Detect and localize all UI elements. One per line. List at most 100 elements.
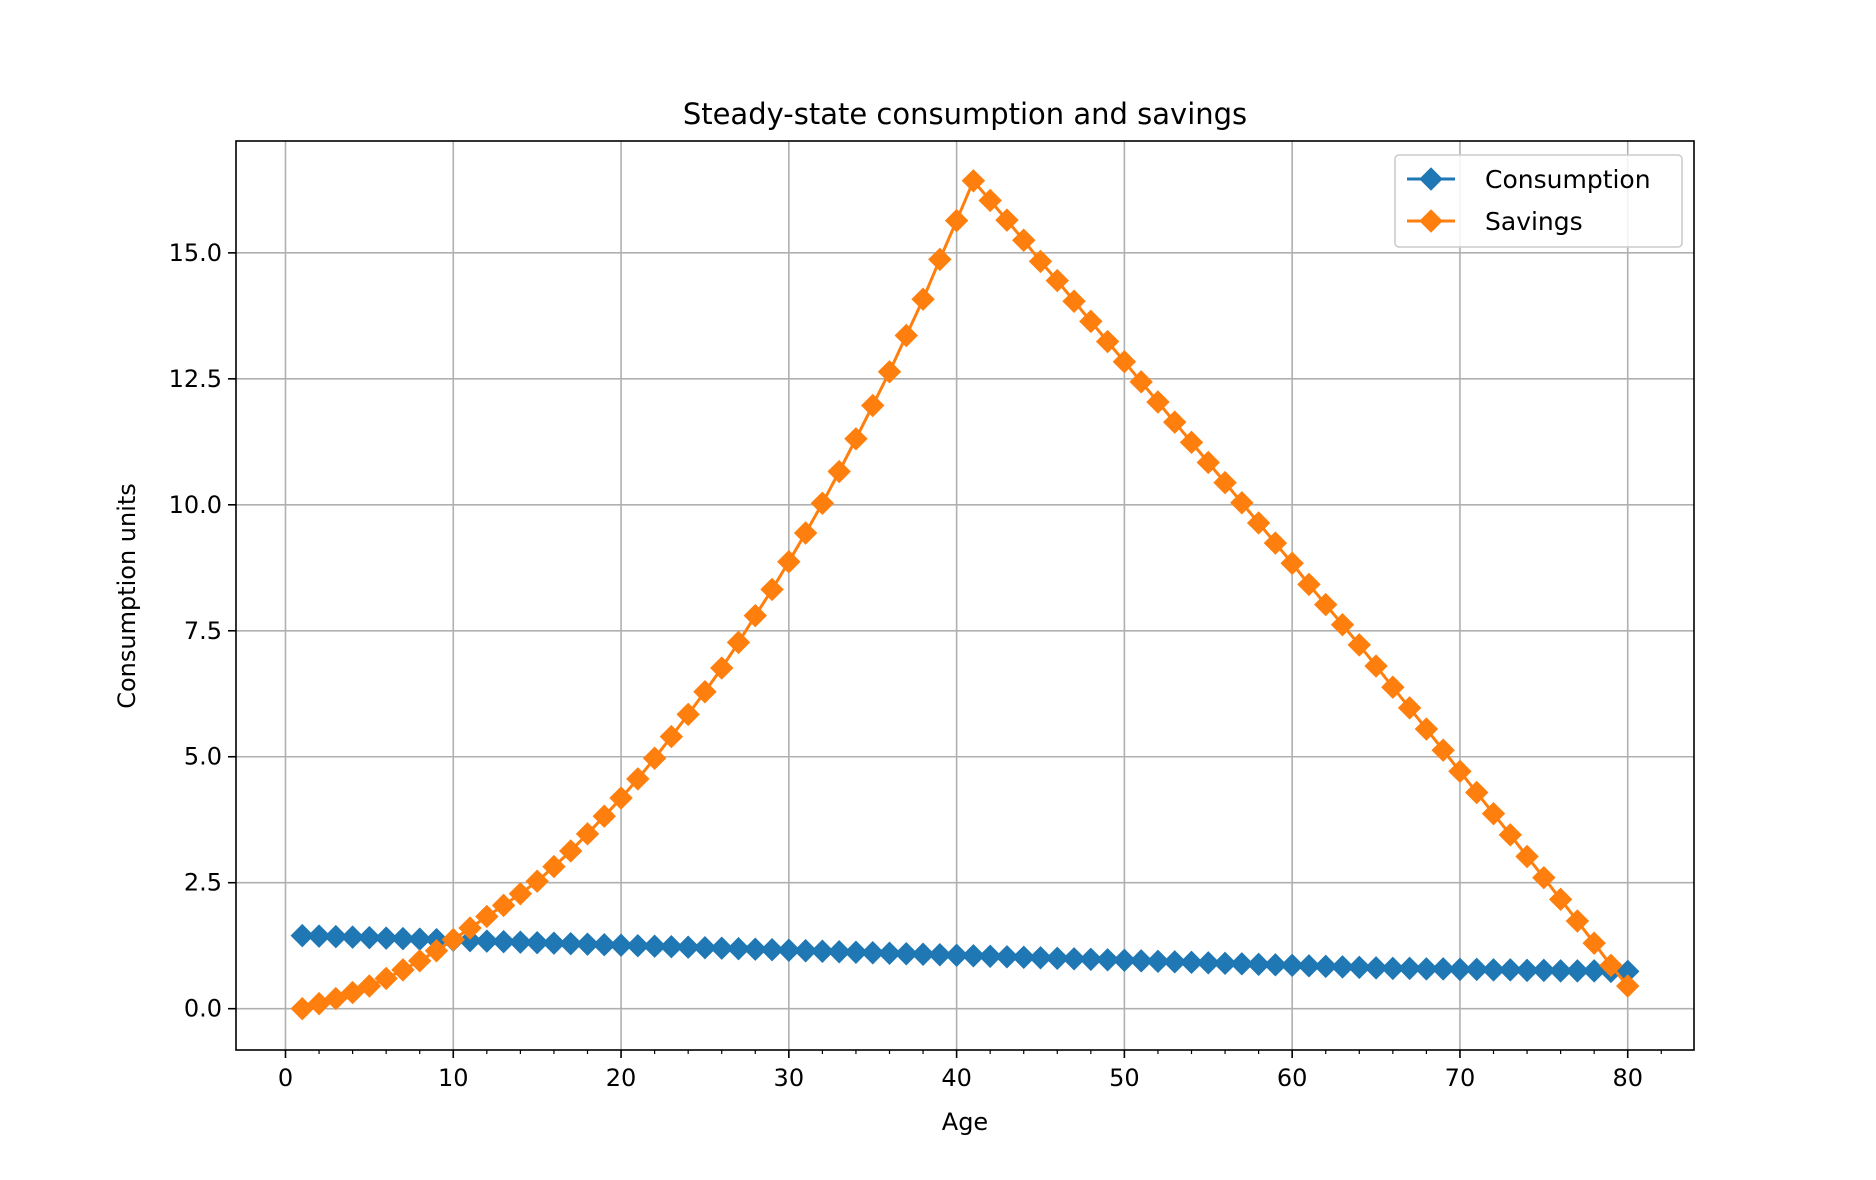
data-point	[1163, 950, 1187, 974]
x-tick-label: 30	[774, 1064, 805, 1092]
data-point	[995, 945, 1019, 969]
data-point	[1381, 675, 1405, 699]
data-point	[1028, 946, 1053, 970]
data-point	[1095, 948, 1120, 972]
data-point	[1565, 959, 1590, 983]
data-point	[1028, 249, 1053, 274]
data-point	[391, 958, 415, 982]
data-point	[861, 393, 885, 418]
data-point	[844, 940, 868, 964]
data-point	[542, 854, 566, 879]
data-point	[1481, 958, 1506, 982]
data-point	[911, 287, 935, 311]
data-point	[1196, 450, 1220, 475]
data-point	[1314, 592, 1338, 617]
data-point	[1548, 959, 1573, 983]
data-point	[844, 427, 868, 451]
data-point	[1532, 958, 1556, 983]
legend-marker	[1419, 209, 1443, 233]
x-axis-label: Age	[942, 1108, 988, 1136]
x-tick-label: 10	[438, 1064, 469, 1092]
data-point	[424, 939, 449, 963]
y-tick-label: 10.0	[169, 491, 222, 519]
data-point	[1012, 945, 1036, 969]
data-point	[1280, 551, 1304, 575]
data-point	[1230, 952, 1254, 976]
legend: Consumption Savings	[1394, 154, 1683, 248]
data-point	[1079, 947, 1103, 972]
series-savings	[290, 169, 1640, 1021]
data-point	[1381, 956, 1405, 981]
data-point	[575, 932, 600, 956]
data-point	[1414, 717, 1439, 741]
data-point	[1431, 738, 1455, 762]
data-point	[1616, 974, 1640, 998]
data-point	[626, 933, 650, 958]
data-point	[659, 724, 684, 749]
data-point	[357, 974, 382, 998]
legend-label: Consumption	[1485, 165, 1651, 194]
x-tick-label: 70	[1445, 1064, 1476, 1092]
data-point	[1431, 957, 1455, 981]
plot-frame	[235, 140, 1695, 1051]
x-tick-label: 50	[1109, 1064, 1140, 1092]
data-point	[827, 940, 851, 964]
data-point	[1146, 390, 1170, 414]
data-point	[944, 943, 969, 967]
data-point	[693, 680, 717, 704]
data-point	[391, 926, 415, 951]
data-point	[642, 746, 667, 770]
data-point	[961, 169, 986, 193]
grid	[236, 141, 1694, 1050]
data-point	[928, 943, 952, 967]
data-point	[1129, 370, 1153, 394]
legend-label: Savings	[1485, 207, 1583, 236]
data-point	[1146, 949, 1170, 974]
data-point	[710, 936, 734, 960]
data-point	[1397, 696, 1422, 720]
data-point	[877, 941, 902, 965]
data-point	[475, 904, 499, 929]
data-point	[793, 939, 818, 963]
data-point	[1448, 957, 1472, 982]
data-point	[340, 925, 365, 949]
data-point	[710, 656, 734, 680]
data-point	[642, 934, 667, 958]
legend-box	[1394, 154, 1683, 248]
data-point	[508, 882, 533, 906]
data-point	[1330, 955, 1355, 979]
x-tick-label: 20	[606, 1064, 637, 1092]
y-tick-label: 0.0	[184, 995, 222, 1023]
data-point	[458, 916, 482, 940]
data-point	[1179, 950, 1204, 975]
legend-entry: Savings	[1407, 207, 1583, 236]
data-point	[1062, 947, 1086, 971]
data-point	[1095, 329, 1120, 354]
data-point	[726, 630, 751, 655]
data-point	[1481, 801, 1506, 826]
data-point	[961, 944, 986, 968]
data-point	[1548, 887, 1573, 912]
x-tick-label: 0	[278, 1064, 293, 1092]
data-point	[525, 869, 549, 893]
data-point	[1213, 951, 1237, 976]
data-point	[894, 323, 918, 348]
data-point	[1112, 349, 1137, 374]
data-point	[1330, 613, 1355, 637]
data-point	[1079, 309, 1103, 334]
data-point	[1179, 430, 1204, 455]
data-point	[777, 550, 801, 574]
data-point	[810, 939, 835, 963]
data-point	[1364, 956, 1388, 980]
data-point	[877, 360, 902, 384]
data-point	[626, 767, 650, 791]
data-point	[1599, 953, 1623, 978]
y-tick-label: 5.0	[184, 743, 222, 771]
data-point	[1465, 957, 1489, 982]
data-point	[357, 925, 382, 950]
data-point	[676, 935, 700, 959]
data-point	[760, 938, 784, 962]
data-point	[491, 929, 516, 954]
